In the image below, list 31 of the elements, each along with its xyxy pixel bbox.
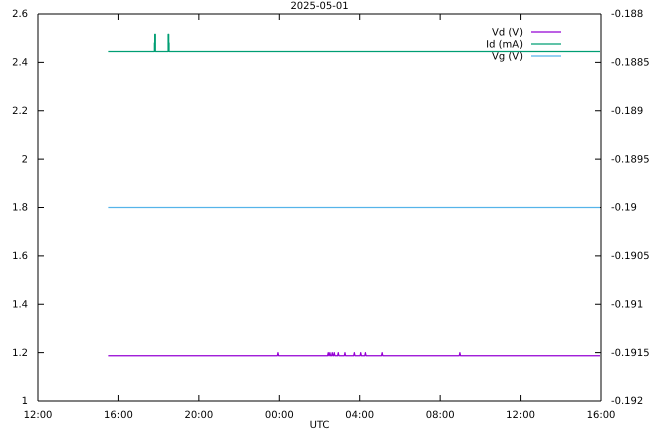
y2-tick-label: -0.1905: [611, 251, 650, 262]
y2-tick-label: -0.191: [611, 299, 644, 310]
x-axis-title: UTC: [310, 420, 330, 431]
y2-tick-label: -0.19: [611, 202, 637, 214]
y2-tick-label: -0.188: [611, 9, 644, 20]
y2-tick-label: -0.1915: [611, 348, 650, 359]
y-tick-label: 1: [22, 396, 28, 408]
x-tick-label: 16:00: [104, 410, 133, 422]
y-tick-label: 2: [22, 154, 28, 166]
y-tick-label: 2.2: [12, 106, 28, 117]
y2-tick-label: -0.192: [611, 396, 644, 408]
x-tick-label: 20:00: [184, 410, 214, 422]
y-tick-label: 1.2: [12, 348, 28, 359]
x-tick-label: 16:00: [586, 410, 616, 422]
legend-label: Id (mA): [486, 40, 524, 50]
x-tick-label: 04:00: [345, 410, 374, 422]
y2-tick-label: -0.1895: [611, 154, 650, 166]
chart-title: 2025-05-01: [290, 1, 349, 12]
legend-label: Vd (V): [492, 28, 524, 38]
y-tick-label: 1.6: [12, 251, 28, 262]
y-tick-label: 1.8: [12, 202, 28, 214]
y2-tick-label: -0.189: [611, 106, 644, 117]
legend-label: Vg (V): [492, 52, 524, 62]
x-tick-label: 12:00: [24, 410, 52, 422]
x-tick-label: 08:00: [426, 410, 455, 422]
x-tick-label: 12:00: [506, 410, 535, 422]
y-tick-label: 2.4: [12, 58, 28, 69]
y2-tick-label: -0.1885: [611, 58, 650, 69]
x-tick-label: 00:00: [264, 410, 294, 422]
y-tick-label: 2.6: [12, 9, 28, 20]
y-tick-label: 1.4: [12, 299, 28, 310]
